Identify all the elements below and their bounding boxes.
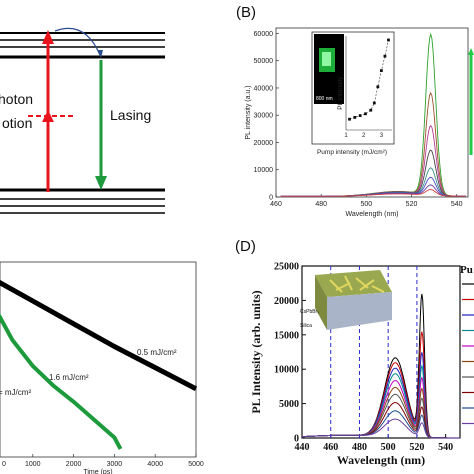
plot-frame: [275, 27, 469, 198]
inset-x-tick: 3: [380, 133, 384, 139]
relaxation-curve: [54, 27, 101, 56]
y-tick-label: 50000: [254, 58, 274, 65]
inset-label-top: CsPbBr₃: [300, 309, 319, 315]
relaxation-head: [97, 50, 103, 58]
panel-d-letter: (D): [235, 238, 256, 255]
y-tick-label: 25000: [274, 262, 299, 273]
plot-frame: [0, 261, 197, 458]
x-tick-label: 520: [409, 442, 424, 453]
y-axis-label: PL Intensity (arb. units): [249, 290, 263, 413]
y-tick-label: 10000: [254, 167, 274, 174]
y-tick-label: 20000: [254, 140, 274, 147]
x-axis-label: Wavelength (nm): [345, 211, 398, 218]
panel-b: (B) 460 480 500 520 540 0 10000 20000 30000 40000…: [236, 4, 474, 218]
x-tick-label: 520: [406, 201, 418, 208]
virtual-arrow-head: [42, 110, 54, 122]
y-axis-label: PL intensity (a.u.): [245, 85, 252, 139]
inset-substrate-side: [327, 292, 392, 330]
lasing-arrow-head: [95, 176, 107, 190]
inset-point: [348, 117, 351, 121]
inset-point: [353, 116, 357, 119]
x-tick-label: 460: [270, 201, 282, 208]
panel-b-letter: (B): [236, 4, 256, 21]
inset-x-label: Pump intensity (mJ/cm²): [317, 149, 387, 156]
inset-y-label: PL intensity: [337, 76, 344, 110]
panel-d-inset: CsPbBr₃ Silica: [300, 270, 392, 330]
inset-nanowires: [329, 275, 385, 293]
x-tick-label: 4000: [147, 461, 163, 468]
panel-a: Lasing hoton otion: [0, 27, 165, 214]
x-tick-label: 540: [438, 442, 453, 453]
panel-b-inset: 800 nm 1 2 3 Pump intensity (mJ/cm²) PL inte…: [311, 31, 395, 156]
spectrum-line-9: [301, 418, 460, 439]
lasing-label: Lasing: [110, 107, 151, 123]
y-tick-label: 15000: [274, 330, 299, 341]
x-tick-label: 460: [323, 442, 338, 453]
x-tick-label: 500: [381, 442, 396, 453]
y-tick-label: 30000: [254, 113, 274, 120]
inset-plot: 1 2 3 Pump intensity (mJ/cm²) PL intensity: [317, 36, 392, 156]
decay-line-1: [0, 313, 123, 450]
panel-d-legend: [462, 283, 474, 425]
inset-line: [349, 39, 389, 120]
inset-label-bottom: Silica: [300, 323, 312, 329]
legend-partial: Pu: [460, 264, 473, 276]
x-axis-label: Time (ps): [83, 469, 112, 474]
x-tick-label: 1000: [25, 461, 41, 468]
inset-point: [369, 108, 373, 112]
increase-arrow: [468, 48, 474, 55]
panel-c: 0 1000 2000 3000 4000 5000 Time (ps) 0.5 mJ/cm²…: [0, 261, 204, 474]
upper-levels: [0, 32, 165, 59]
spectrum-line-7: [280, 189, 466, 197]
inset-x-tick: 1: [344, 133, 348, 139]
inset-substrate-front: [315, 275, 327, 330]
inset-scale-label: 800 nm: [316, 96, 333, 102]
photon-label: hoton: [0, 91, 33, 107]
inset-point: [364, 112, 367, 116]
x-tick-label: 440: [295, 442, 310, 453]
y-tick-label: 40000: [254, 85, 274, 92]
inset-substrate-top: [315, 270, 392, 297]
panel-d: (D) 440 460 480 500 520 540 0 5000 10000 15000 200…: [235, 238, 474, 467]
inset-point: [383, 54, 387, 58]
series-label-0: 0.5 mJ/cm²: [137, 348, 177, 357]
x-tick-label: 480: [352, 442, 367, 453]
y-tick-label: 20000: [274, 296, 299, 307]
series-label-partial: = mJ/cm²: [0, 388, 31, 397]
y-tick-label: 10000: [274, 365, 299, 376]
y-tick-label: 60000: [254, 31, 274, 38]
inset-point: [387, 38, 390, 42]
inset-point: [358, 114, 362, 117]
series-label-1: 1.6 mJ/cm²: [49, 373, 89, 382]
inset-point: [379, 69, 383, 72]
x-tick-label: 480: [315, 201, 327, 208]
inset-point: [376, 85, 380, 89]
inset-micrograph-core: [322, 52, 331, 66]
y-tick-label: 5000: [279, 399, 299, 410]
y-tick-label: 0: [294, 434, 299, 445]
decay-line-0: [0, 279, 198, 392]
option-label: otion: [2, 115, 32, 131]
x-tick-label: 500: [361, 201, 373, 208]
pump-arrow-head: [42, 30, 54, 44]
y-tick-label: 0: [269, 195, 273, 202]
x-tick-label: 2000: [66, 461, 82, 468]
x-axis-label: Wavelength (nm): [337, 453, 425, 467]
inset-x-tick: 2: [362, 133, 366, 139]
plot-frame: [301, 265, 461, 439]
x-tick-label: 3000: [107, 461, 123, 468]
inset-point: [372, 101, 376, 105]
panel-c-plot: 0 1000 2000 3000 4000 5000 Time (ps) 0.5 mJ/cm²…: [0, 261, 204, 474]
x-tick-label: 0: [2, 461, 6, 468]
lower-levels: [0, 188, 165, 214]
panel-b-plot: 460 480 500 520 540 0 10000 20000 30000 40000 5000…: [245, 27, 469, 218]
x-tick-label: 5000: [188, 461, 204, 468]
x-tick-label: 540: [451, 201, 463, 208]
panel-d-plot: 440 460 480 500 520 540 0 5000 10000 15000 20000 25…: [249, 262, 461, 467]
